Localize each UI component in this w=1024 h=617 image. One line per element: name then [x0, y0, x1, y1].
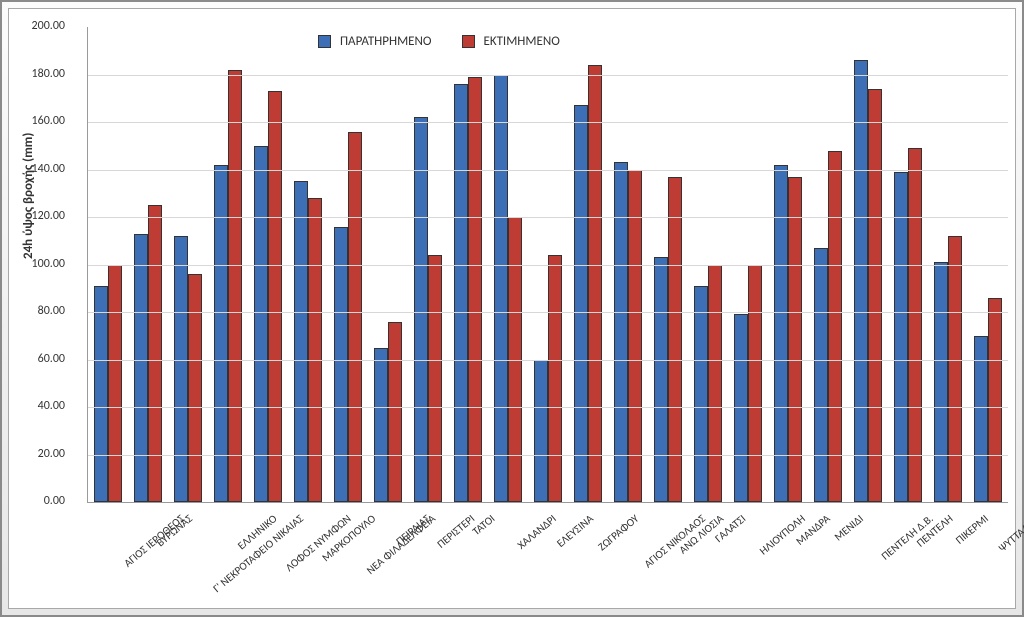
grid-line — [88, 312, 1008, 313]
grid-line — [88, 360, 1008, 361]
grid-line — [88, 217, 1008, 218]
bar — [134, 234, 148, 502]
y-tick-label: 40.00 — [5, 399, 65, 413]
bar — [974, 336, 988, 502]
bar — [534, 360, 548, 503]
bar — [614, 162, 628, 502]
bar — [774, 165, 788, 502]
bar — [828, 151, 842, 503]
bar — [748, 265, 762, 503]
y-tick-label: 160.00 — [5, 114, 65, 128]
bar — [494, 75, 508, 503]
y-tick-label: 20.00 — [5, 447, 65, 461]
bar — [628, 170, 642, 503]
bar — [148, 205, 162, 502]
y-tick-label: 140.00 — [5, 162, 65, 176]
bar — [588, 65, 602, 502]
y-tick-label: 80.00 — [5, 304, 65, 318]
y-tick-label: 100.00 — [5, 257, 65, 271]
bar — [228, 70, 242, 502]
plot-area: ΠΑΡΑΤΗΡΗΜΕΝΟ ΕΚΤΙΜΗΜΕΝΟ — [87, 27, 1008, 503]
x-tick-label: ΠΙΚΕΡΜΙ — [953, 512, 991, 547]
x-tick-label: ΧΑΛΑΝΔΡΙ — [515, 512, 559, 552]
chart-inner: 24h ύψος βροχής (mm) ΠΑΡΑΤΗΡΗΜΕΝΟ ΕΚΤΙΜΗ… — [8, 8, 1016, 609]
grid-line — [88, 265, 1008, 266]
bar — [374, 348, 388, 502]
bar — [814, 248, 828, 502]
bar — [308, 198, 322, 502]
y-tick-label: 200.00 — [5, 19, 65, 33]
x-tick-label: ΤΑΤΟΙ — [470, 512, 498, 538]
bar — [108, 265, 122, 503]
bar — [908, 148, 922, 502]
y-tick-label: 120.00 — [5, 209, 65, 223]
x-tick-label: ΖΩΓΡΑΦΟΥ — [595, 512, 641, 553]
grid-line — [88, 407, 1008, 408]
grid-line — [88, 455, 1008, 456]
x-tick-label: ΕΛΕΥΣΙΝΑ — [554, 512, 596, 550]
bar — [574, 105, 588, 502]
bar — [734, 314, 748, 502]
bar — [94, 286, 108, 502]
x-tick-label: ΜΕΝΙΔΙ — [832, 512, 866, 544]
y-tick-label: 0.00 — [5, 494, 65, 508]
y-tick-label: 180.00 — [5, 67, 65, 81]
bar — [334, 227, 348, 503]
bar — [988, 298, 1002, 502]
bar — [254, 146, 268, 502]
bar — [694, 286, 708, 502]
bar — [414, 117, 428, 502]
bar — [654, 257, 668, 502]
y-axis-label: 24h ύψος βροχής (mm) — [21, 133, 36, 259]
grid-line — [88, 170, 1008, 171]
bar — [854, 60, 868, 502]
bar — [174, 236, 188, 502]
bar — [668, 177, 682, 502]
x-tick-label: ΠΕΡΙΣΤΕΡΙ — [435, 512, 478, 551]
bar — [948, 236, 962, 502]
bar — [268, 91, 282, 502]
chart-frame: 24h ύψος βροχής (mm) ΠΑΡΑΤΗΡΗΜΕΝΟ ΕΚΤΙΜΗ… — [0, 0, 1024, 617]
bar — [934, 262, 948, 502]
bar — [894, 172, 908, 502]
bar — [708, 265, 722, 503]
bar — [468, 77, 482, 502]
bar — [868, 89, 882, 502]
bar — [388, 322, 402, 503]
bar — [454, 84, 468, 502]
y-tick-label: 60.00 — [5, 352, 65, 366]
x-tick-label: ΨΥΤΤΑΛΕΙΑ — [996, 512, 1024, 555]
bar — [428, 255, 442, 502]
grid-line — [88, 75, 1008, 76]
grid-line — [88, 122, 1008, 123]
bar — [188, 274, 202, 502]
bar — [788, 177, 802, 502]
bar — [348, 132, 362, 503]
bar — [548, 255, 562, 502]
bar — [214, 165, 228, 502]
